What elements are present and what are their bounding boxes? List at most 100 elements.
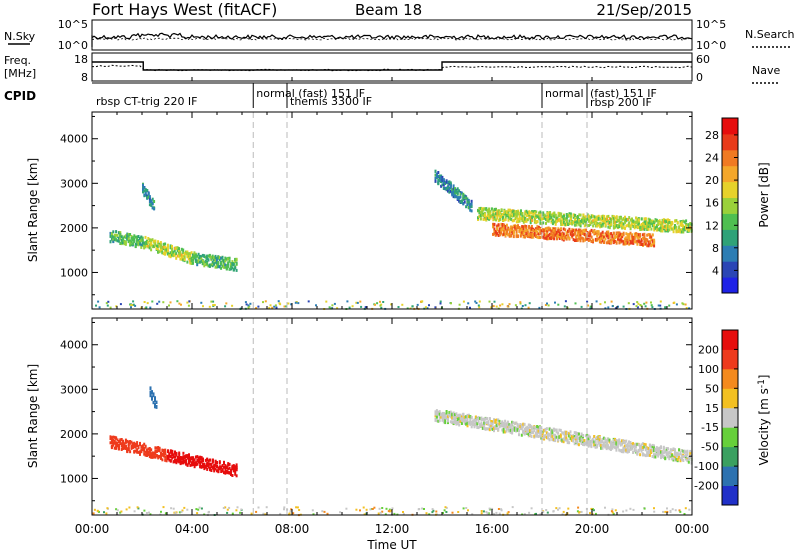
cell-region-5 [482,208,485,212]
cell-region-4 [451,193,454,197]
cell-region-5 [569,216,572,220]
cell-region-3 [547,432,550,436]
cell-region-5 [689,227,692,231]
cell-region-0 [138,240,141,244]
ground-scatter-cell [669,509,672,512]
cell-region-5 [604,220,607,224]
ground-scatter-cell [589,512,591,515]
ground-scatter-cell [644,305,647,308]
ground-scatter-cell [397,306,400,308]
velocity-cbar-swatch-6 [722,368,738,389]
cell-region-1 [225,465,228,469]
cell-region-3 [484,427,487,431]
cell-region-0 [157,446,160,449]
cell-region-3 [653,455,655,459]
cell-region-5 [502,212,504,216]
cell-region-5 [496,209,499,213]
cell-region-1 [204,458,207,462]
cell-region-1 [161,251,164,255]
cell-region-3 [680,457,683,461]
cell-region-6 [521,227,524,231]
cell-region-3 [662,456,665,459]
ground-scatter-cell [488,300,491,303]
cell-region-0 [127,234,130,238]
cell-region-5 [597,214,600,218]
cell-region-6 [600,240,603,244]
cell-region-5 [565,216,568,220]
cell-region-2 [208,253,211,257]
cell-region-5 [539,215,542,218]
cell-region-5 [539,221,542,225]
cell-region-1 [144,235,147,239]
cell-region-5 [680,224,683,227]
cell-region-5 [536,220,539,224]
cell-region-5 [607,214,610,218]
cell-region-3 [540,434,543,438]
cell-region-3 [623,447,626,451]
cell-region-3 [580,432,583,436]
ground-scatter-cell [632,303,635,306]
power-x-ticks [91,112,693,309]
cell-region-1 [183,460,186,464]
cell-region-5 [622,225,625,229]
velocity-data [92,386,693,517]
cell-region-1 [218,461,221,465]
cell-region-1 [179,460,182,463]
cell-region-3 [551,437,554,441]
ground-scatter-cell [457,511,460,513]
cell-region-1 [206,467,209,471]
cell-region-5 [657,227,660,231]
ground-scatter-cell [198,506,201,509]
cell-region-5 [662,218,665,222]
cpid-label: CPID [4,89,36,103]
cell-region-6 [515,230,518,234]
cell-region-5 [596,215,599,219]
cell-region-6 [583,233,586,236]
cell-region-1 [192,458,195,462]
cell-region-3 [570,438,573,442]
ground-scatter-cell [591,508,594,511]
cell-region-6 [573,232,576,236]
cell-region-5 [594,222,597,225]
ground-scatter-cell [369,508,372,511]
ground-scatter-cell [523,513,526,516]
cell-region-0 [126,237,129,240]
cell-region-6 [508,234,511,238]
cell-region-6 [597,231,600,235]
ground-scatter-cell [580,510,583,513]
cell-region-1 [175,246,178,250]
ground-scatter-cell [385,507,388,510]
cell-region-5 [607,222,610,225]
cell-region-5 [585,215,588,219]
cell-region-5 [561,215,564,219]
y-tick-label-2000: 2000 [60,428,88,441]
cell-region-6 [560,227,563,231]
ground-scatter-cell [132,300,135,303]
cell-region-5 [497,209,500,213]
cell-region-3 [615,445,618,449]
cell-region-3 [486,417,488,421]
cpid-mode-label-0: rbsp CT-trig 220 IF [96,95,198,108]
cell-region-5 [546,212,549,216]
cell-region-0 [120,442,123,446]
cell-region-1 [168,453,171,456]
cell-region-5 [488,217,491,221]
cell-region-5 [593,221,596,225]
cell-region-3 [455,416,458,420]
ground-scatter-cell [239,511,242,514]
cell-region-3 [648,450,651,454]
cell-region-5 [621,226,624,230]
cell-region-3 [608,440,611,444]
cell-region-6 [583,228,586,232]
cell-region-0 [148,447,151,450]
cell-region-4 [465,205,468,209]
cell-region-5 [619,222,622,226]
cell-region-1 [187,255,190,259]
cell-region-1 [193,458,196,462]
cell-region-6 [521,225,524,229]
ground-scatter-cell [307,300,310,303]
cell-region-6 [583,238,586,242]
cell-region-5 [478,214,481,218]
cell-region-5 [676,230,679,234]
nsearch-label: N.Search [745,28,795,41]
